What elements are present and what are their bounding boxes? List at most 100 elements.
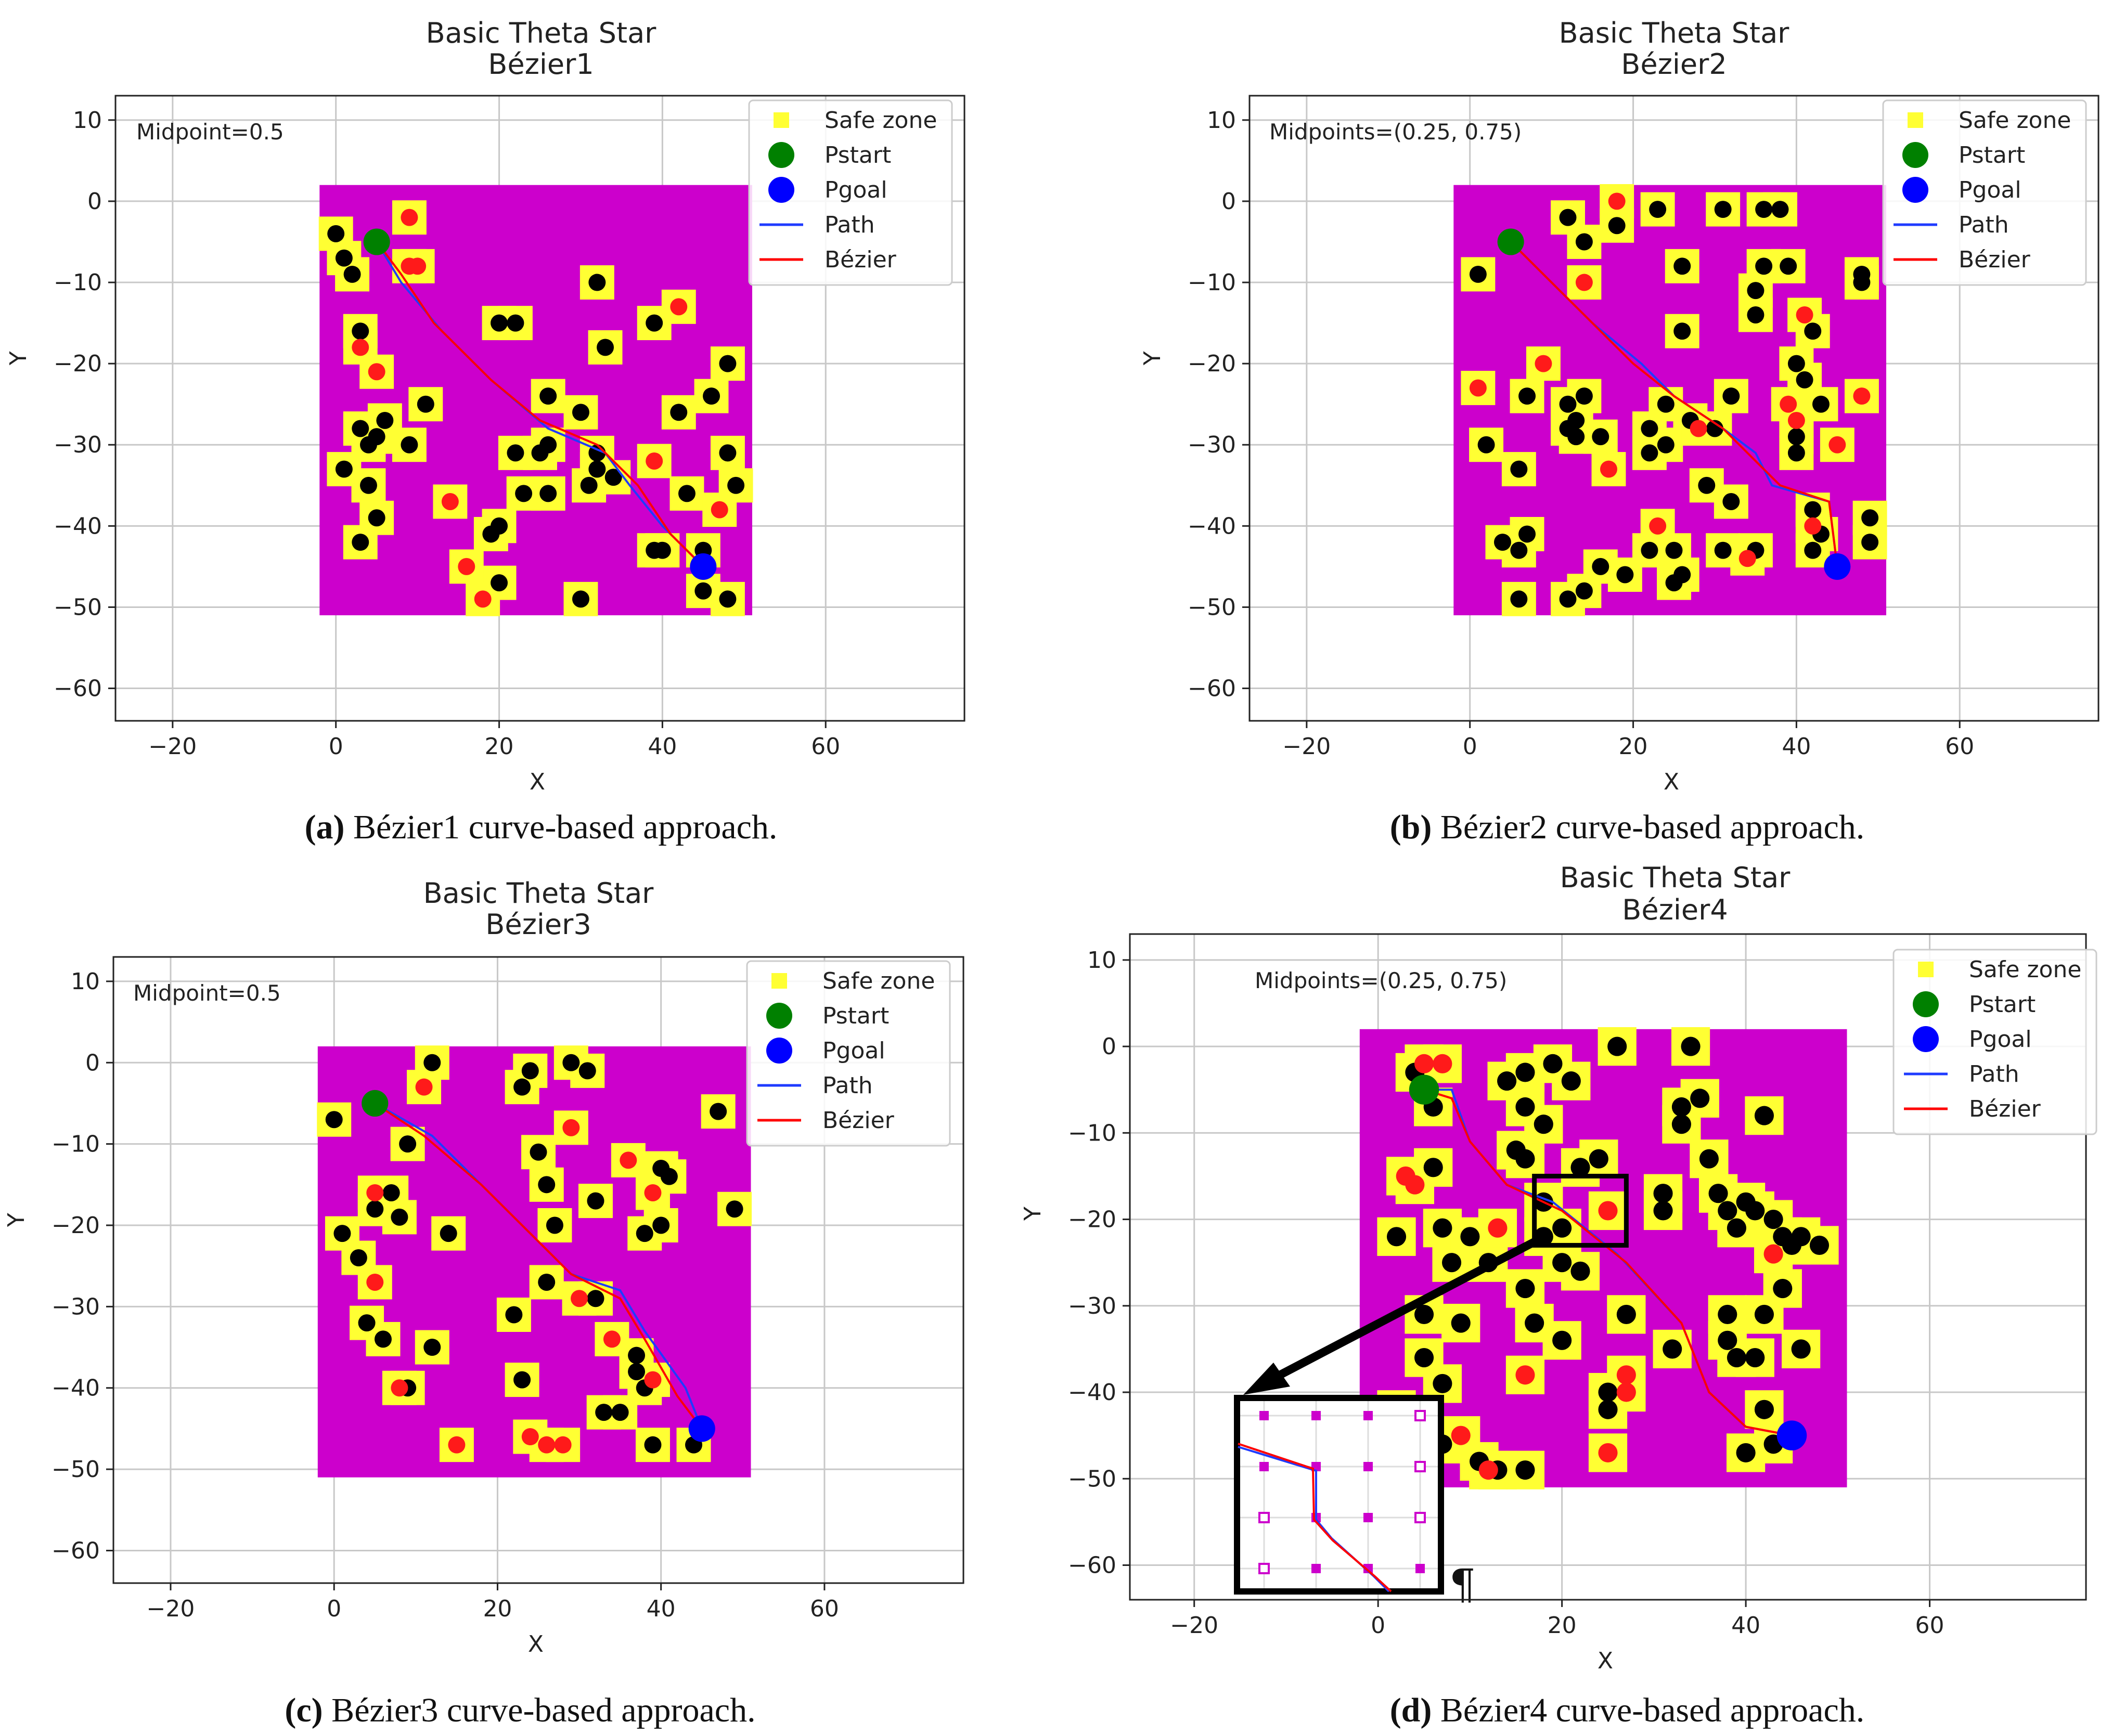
chart-a-red-obstacle-point xyxy=(441,493,459,510)
chart-a-obstacle-point xyxy=(515,485,533,502)
chart-d-inset-node xyxy=(1363,1462,1373,1471)
chart-c-obstacle-point xyxy=(660,1168,678,1185)
chart-b-obstacle-point xyxy=(1861,509,1879,527)
chart-d-obstacle-point xyxy=(1791,1227,1811,1247)
chart-d-obstacle-point xyxy=(1745,1201,1765,1221)
chart-a-obstacle-point xyxy=(359,476,377,494)
chart-d-obstacle-point xyxy=(1561,1071,1581,1091)
chart-a-obstacle-point xyxy=(678,485,696,502)
chart-a-path-line xyxy=(376,241,704,567)
chart-d-axes-frame xyxy=(1129,933,2087,1601)
chart-d-legend-label: Bézier xyxy=(1969,1096,2041,1122)
chart-b-obstacle-point xyxy=(1673,322,1691,340)
chart-b-legend: Safe zone Pstart Pgoal Path Bézier xyxy=(1882,99,2087,286)
chart-b-y-tick-label: −30 xyxy=(1188,432,1236,458)
chart-d-zoom-box xyxy=(1532,1173,1629,1248)
chart-a-y-tick-label: 10 xyxy=(73,107,102,134)
chart-b-red-obstacle-point xyxy=(1608,192,1626,210)
chart-c-bezier-line xyxy=(374,1102,703,1430)
chart-b-legend-label: Path xyxy=(1959,212,2009,238)
chart-b-obstacle-point xyxy=(1592,558,1609,575)
chart-c-obstacle-point xyxy=(726,1200,743,1218)
chart-c-obstacle-point xyxy=(644,1436,662,1454)
chart-d-y-tick-label: 0 xyxy=(1102,1033,1116,1060)
chart-c-obstacle-point xyxy=(440,1225,457,1242)
chart-b-x-axis-label: X xyxy=(1664,769,1679,795)
chart-d-obstacle-point xyxy=(1616,1304,1636,1324)
chart-b-obstacle-point xyxy=(1714,541,1732,559)
chart-a-red-obstacle-point xyxy=(409,257,427,275)
chart-c-legend-safe-swatch xyxy=(771,973,787,989)
chart-d-obstacle-point xyxy=(1543,1054,1563,1073)
chart-a-y-tick-label: −20 xyxy=(54,351,102,377)
chart-d-obstacle-point xyxy=(1809,1235,1830,1255)
chart-d-obstacle-point xyxy=(1699,1149,1719,1169)
chart-a-goal-point xyxy=(690,553,717,580)
chart-a-subtitle: Bézier1 xyxy=(488,48,594,81)
chart-a-obstacle-point xyxy=(588,460,606,478)
chart-d-obstacle-point xyxy=(1598,1382,1618,1402)
caption-b-text: Bézier2 curve-based approach. xyxy=(1432,808,1864,846)
chart-d-zoom-inset xyxy=(1234,1395,1444,1595)
chart-a-start-point xyxy=(363,228,390,255)
chart-c-red-obstacle-point xyxy=(571,1290,588,1307)
chart-d-obstacle-point xyxy=(1718,1330,1737,1350)
chart-d-obstacle-point xyxy=(1515,1063,1535,1082)
chart-c-obstacle-point xyxy=(391,1208,408,1226)
chart-d-obstacle-point xyxy=(1718,1304,1737,1324)
pilcrow-icon: ¶ xyxy=(1449,1560,1476,1609)
chart-d-red-obstacle-point xyxy=(1515,1365,1535,1385)
chart-d-obstacle-point xyxy=(1791,1339,1811,1359)
chart-d-inset-node xyxy=(1414,1410,1426,1421)
chart-a-obstacle-point xyxy=(588,274,606,291)
chart-b-obstacle-point xyxy=(1787,355,1805,372)
chart-d-annotation: Midpoints=(0.25, 0.75) xyxy=(1255,968,1507,993)
chart-d-obstacle-point xyxy=(1534,1115,1553,1134)
chart-c-obstacle-point xyxy=(399,1135,417,1153)
chart-a-obstacle-point xyxy=(335,249,353,267)
chart-c-red-obstacle-point xyxy=(562,1119,580,1136)
chart-a-obstacle-point xyxy=(482,525,500,543)
chart-a-obstacle-point xyxy=(580,476,598,494)
chart-c-obstacle-point xyxy=(587,1290,604,1307)
chart-d-obstacle-point xyxy=(1414,1304,1434,1324)
chart-a-obstacle-point xyxy=(352,322,369,340)
chart-b-obstacle-point xyxy=(1575,387,1593,405)
chart-d-y-tick-label: −20 xyxy=(1068,1207,1116,1233)
chart-a-red-obstacle-point xyxy=(646,452,663,470)
chart-a-obstacle-point xyxy=(343,265,361,283)
chart-d-obstacle-point xyxy=(1653,1184,1673,1203)
chart-b-red-obstacle-point xyxy=(1690,420,1707,437)
chart-b-obstacle-point xyxy=(1804,541,1822,559)
caption-a-letter: (a) xyxy=(305,808,345,846)
chart-a-plot xyxy=(318,185,753,616)
chart-d-obstacle-point xyxy=(1497,1071,1517,1091)
caption-c-letter: (c) xyxy=(285,1691,323,1729)
caption-a: (a) Bézier1 curve-based approach. xyxy=(305,808,778,846)
chart-a-obstacle-point xyxy=(352,420,369,437)
chart-d-obstacle-point xyxy=(1681,1037,1701,1056)
chart-c-legend-label: Safe zone xyxy=(822,968,935,994)
chart-b-obstacle-point xyxy=(1796,371,1813,388)
chart-d-obstacle-point xyxy=(1552,1253,1572,1273)
chart-c: −20 0 20 40 60 10 0 −10 −20 −30 −40 −50 −60 X Y Midpoin… xyxy=(3,956,964,1657)
chart-b-obstacle-point xyxy=(1649,201,1667,218)
chart-d-obstacle-point xyxy=(1763,1210,1783,1229)
chart-d-red-obstacle-point xyxy=(1433,1054,1452,1073)
chart-c-obstacle-point xyxy=(546,1216,563,1234)
chart-d-inset-node xyxy=(1363,1564,1373,1573)
chart-d-red-obstacle-point xyxy=(1598,1201,1618,1221)
chart-c-obstacle-point xyxy=(521,1062,539,1080)
chart-a-obstacle-point xyxy=(368,428,385,446)
chart-d-obstacle-point xyxy=(1525,1313,1544,1333)
chart-b-obstacle-point xyxy=(1469,265,1487,283)
chart-d-inset-node xyxy=(1414,1461,1426,1472)
chart-d-red-obstacle-point xyxy=(1405,1175,1425,1195)
chart-c-x-tick-label: 20 xyxy=(483,1596,512,1622)
chart-d-inset-node xyxy=(1311,1564,1321,1573)
chart-b-red-obstacle-point xyxy=(1535,355,1552,372)
chart-c-obstacle-point xyxy=(636,1225,653,1242)
chart-b-y-tick-label: −10 xyxy=(1188,269,1236,296)
chart-a-obstacle-point xyxy=(670,404,688,421)
chart-d-x-tick-label: 0 xyxy=(1371,1612,1385,1639)
